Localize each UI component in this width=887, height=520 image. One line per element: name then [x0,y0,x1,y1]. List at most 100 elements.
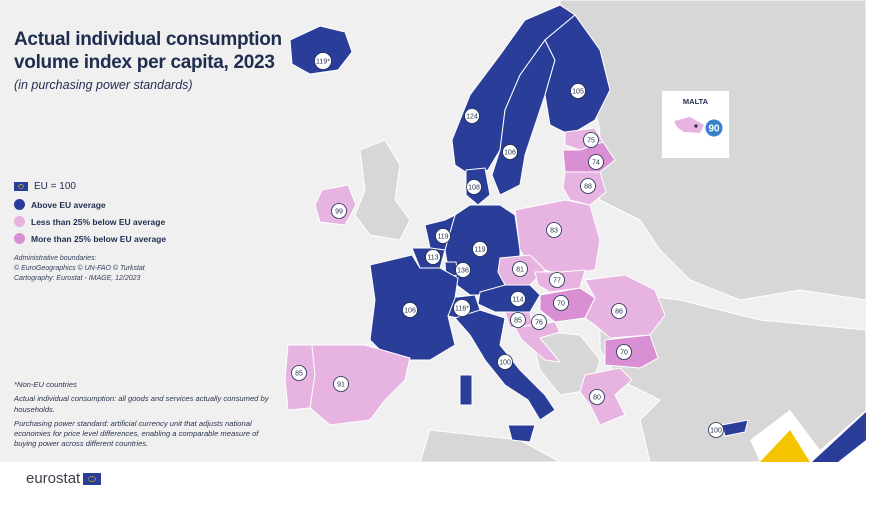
value-label: 70 [620,350,628,357]
value-marker-circle [549,272,565,288]
value-marker-circle [466,179,482,195]
value-label: 105 [572,89,584,96]
value-marker-circle [531,314,547,330]
europe-map: 119* 124 106 105 75 74 88 108 99 119 113 136 119 83 81… [284,0,866,462]
legend-swatch-icon [14,216,25,227]
value-label: 106 [404,308,416,315]
value-marker-romania: 86 [611,303,627,319]
map-subtitle: (in purchasing power standards) [14,78,193,92]
map-title: Actual individual consumption volume ind… [14,29,282,73]
value-label: 113 [427,255,438,262]
value-marker-denmark: 108 [466,179,482,195]
value-marker-lithuania: 88 [580,178,596,194]
value-marker-circle [616,344,632,360]
value-marker-belgium: 113 [425,249,441,265]
value-label: 70 [557,301,565,308]
country-austria [477,284,541,313]
value-label: 86 [615,309,623,316]
value-marker-norway: 124 [464,108,480,124]
value-marker-circle [455,262,471,278]
footer [0,462,887,520]
value-marker-cyprus: 100 [708,422,724,438]
value-label: 116* [455,306,469,313]
country-spain [309,344,411,426]
malta-inset: MALTA 90 [661,90,730,159]
map-notes: *Non-EU countries Actual individual cons… [14,380,269,454]
malta-island [674,117,704,133]
country-poland [514,199,601,276]
value-label: 119* [316,59,330,66]
value-marker-circle [708,422,724,438]
value-label: 85 [295,371,303,378]
country-italy-sicily [507,424,536,443]
value-marker-france: 106 [402,302,418,318]
value-marker-sweden: 106 [502,144,518,160]
value-marker-circle [497,354,513,370]
value-marker-circle [611,303,627,319]
value-marker-spain: 91 [333,376,349,392]
value-marker-netherlands: 119 [435,228,451,244]
credits-line: © EuroGeographics © UN-FAO © Turkstat [14,265,145,272]
value-label: 83 [550,228,558,235]
legend-eu-row: EU = 100 [14,176,166,196]
value-marker-circle [510,312,526,328]
value-label: 124 [466,114,478,121]
malta-inset-map: 90 [674,117,723,137]
value-label: 85 [514,318,522,325]
value-marker-circle [472,241,488,257]
eu-flag-icon [14,181,28,191]
map-panel: 119* 124 106 105 75 74 88 108 99 119 113 136 119 83 81… [0,0,866,462]
value-marker-slovakia: 77 [549,272,565,288]
value-markers: 119* 124 106 105 75 74 88 108 99 119 113 136 119 83 81… [291,52,724,438]
value-label: 99 [335,209,343,216]
value-marker-estonia: 75 [583,132,599,148]
note-consumption: Actual individual consumption: all goods… [14,394,269,414]
value-marker-circle [553,295,569,311]
value-label: 74 [592,160,600,167]
credits-line: Administrative boundaries: [14,255,97,262]
value-marker-circle [510,291,526,307]
brand-name: eurostat [26,470,81,487]
eu-flag-icon [83,472,102,485]
value-marker-luxembourg: 136 [455,262,471,278]
value-marker-circle [402,302,418,318]
value-marker-poland: 83 [546,222,562,238]
country-greece [579,367,633,426]
value-marker-hungary: 70 [553,295,569,311]
note-non-eu: *Non-EU countries [14,380,77,389]
eurostat-logo: eurostat [26,470,102,487]
value-marker-austria: 114 [510,291,526,307]
legend-swatch-icon [14,199,25,210]
malta-point [694,124,698,128]
value-marker-circle [570,83,586,99]
legend-label: More than 25% below EU average [31,233,167,244]
country-italy-sardinia [459,374,473,406]
country-iceland [289,25,353,75]
value-marker-portugal: 85 [291,365,307,381]
malta-value-marker [705,119,723,137]
legend-eu-label: EU = 100 [34,180,76,192]
value-marker-circle [588,154,604,170]
value-marker-greece: 80 [589,389,605,405]
value-marker-circle [425,249,441,265]
value-label: 136 [457,268,469,275]
value-marker-circle [464,108,480,124]
value-marker-iceland: 119* [314,52,332,70]
value-label: 108 [468,185,480,192]
value-marker-circle [333,376,349,392]
value-marker-circle [546,222,562,238]
value-label: 106 [504,150,516,157]
credits-line: Cartography: Eurostat - IMAGE, 12/2023 [14,275,141,282]
malta-label: MALTA [682,97,709,106]
legend-item-less-below: Less than 25% below EU average [14,213,166,230]
value-marker-circle [502,144,518,160]
legend-item-above: Above EU average [14,196,166,213]
decorative-chevron [750,410,866,462]
value-label: 119 [474,247,485,254]
malta-value: 90 [708,124,720,135]
value-marker-czechia: 81 [512,261,528,277]
value-marker-circle [512,261,528,277]
value-marker-finland: 105 [570,83,586,99]
value-label: 100 [710,428,722,435]
value-label: 81 [516,267,524,274]
